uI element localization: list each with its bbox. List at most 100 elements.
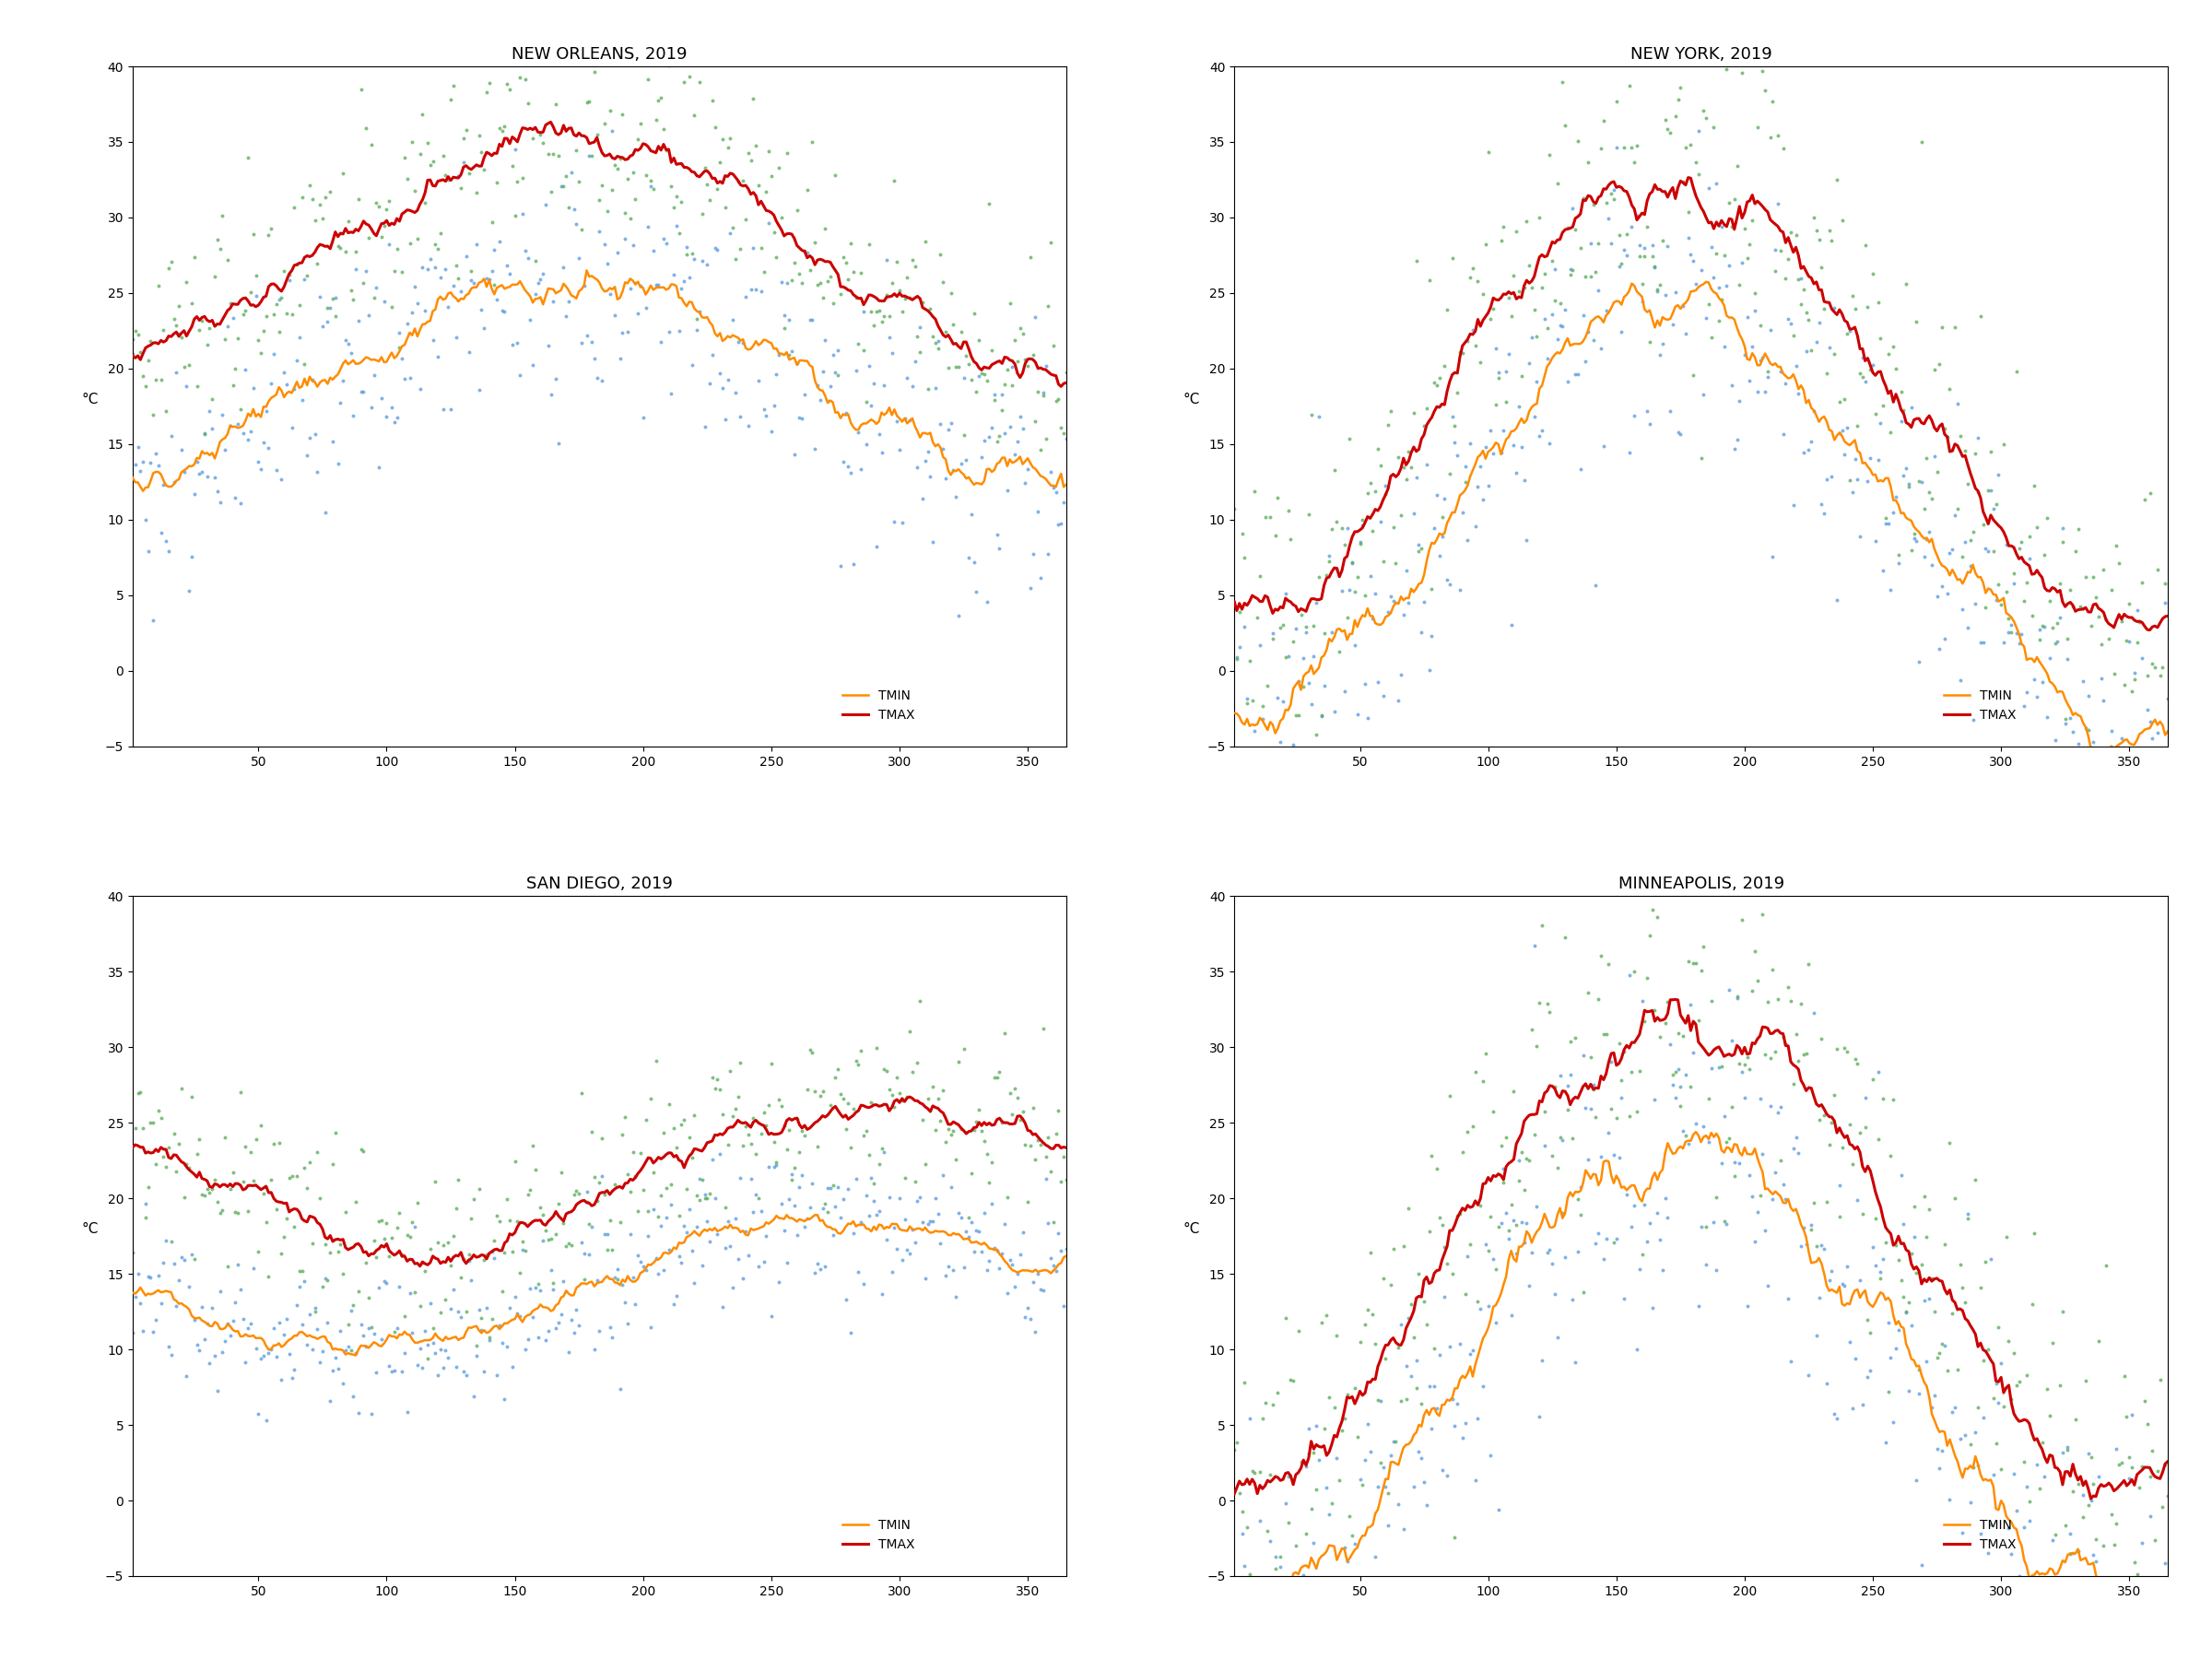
Point: [122, 1291, 157, 1317]
Point: [1522, 423, 1557, 450]
Point: [1471, 1238, 1506, 1264]
Point: [394, 1209, 429, 1236]
Point: [1577, 1103, 1613, 1130]
Point: [1621, 1256, 1657, 1282]
Point: [1759, 237, 1794, 264]
Point: [1688, 105, 1723, 131]
Point: [951, 544, 987, 571]
Point: [1947, 438, 1982, 465]
Point: [1975, 1385, 2011, 1412]
Point: [940, 1048, 975, 1075]
Point: [936, 1118, 971, 1145]
Point: [1334, 1566, 1369, 1593]
Point: [310, 1267, 345, 1294]
Point: [279, 347, 314, 373]
Point: [745, 1249, 781, 1276]
Point: [1555, 257, 1590, 284]
Point: [2075, 728, 2110, 755]
Point: [1310, 1302, 1345, 1329]
Point: [1916, 357, 1951, 383]
Point: [2121, 609, 2157, 635]
Point: [400, 1352, 436, 1379]
Point: [816, 342, 852, 368]
Point: [228, 297, 263, 324]
Point: [307, 1264, 343, 1291]
Point: [1743, 312, 1778, 338]
Point: [1502, 1146, 1537, 1173]
Point: [1506, 1229, 1542, 1256]
Point: [2143, 662, 2179, 688]
Point: [1250, 1518, 1285, 1545]
Point: [2006, 1448, 2042, 1475]
Point: [1812, 217, 1847, 244]
Point: [354, 131, 389, 158]
Point: [161, 1130, 197, 1156]
Point: [721, 1246, 757, 1272]
Point: [456, 43, 491, 70]
Point: [153, 1342, 188, 1369]
Point: [181, 1337, 217, 1364]
Point: [834, 231, 869, 257]
Point: [571, 143, 606, 169]
Point: [1573, 231, 1608, 257]
Point: [757, 392, 792, 418]
Point: [929, 466, 964, 493]
Point: [626, 32, 661, 58]
Point: [639, 1244, 675, 1271]
Point: [1217, 589, 1252, 615]
Point: [1462, 1296, 1498, 1322]
Point: [341, 186, 376, 212]
Point: [2124, 644, 2159, 670]
Point: [197, 465, 232, 491]
Point: [1455, 317, 1491, 343]
Point: [279, 251, 314, 277]
Point: [982, 536, 1018, 562]
Point: [201, 1279, 237, 1306]
Point: [712, 124, 748, 151]
Point: [279, 1292, 314, 1319]
Point: [1690, 1128, 1725, 1155]
Point: [319, 1120, 354, 1146]
Point: [630, 214, 666, 241]
Point: [1624, 270, 1659, 297]
Point: [1951, 1204, 1986, 1231]
Point: [2073, 1488, 2108, 1515]
Point: [1829, 1039, 1865, 1065]
Point: [358, 1244, 394, 1271]
Point: [1533, 430, 1568, 456]
Point: [821, 1175, 856, 1201]
Point: [1509, 1209, 1544, 1236]
Point: [1909, 1223, 1944, 1249]
Point: [2143, 765, 2179, 791]
Point: [615, 1264, 650, 1291]
Point: [403, 375, 438, 401]
Point: [1325, 514, 1360, 541]
Point: [1683, 257, 1719, 284]
Point: [336, 287, 372, 314]
Point: [2031, 703, 2066, 730]
Point: [1714, 372, 1750, 398]
Point: [2037, 727, 2073, 753]
Point: [699, 1067, 734, 1093]
Point: [1807, 499, 1843, 526]
Point: [916, 324, 951, 350]
Point: [1807, 1236, 1843, 1262]
Point: [1825, 1271, 1860, 1297]
Point: [1639, 277, 1674, 304]
Point: [739, 275, 774, 302]
Point: [2086, 1576, 2121, 1603]
Point: [157, 468, 192, 494]
Point: [852, 353, 887, 380]
Point: [1889, 270, 1924, 297]
Point: [449, 1299, 484, 1326]
Point: [314, 1357, 349, 1384]
Point: [891, 408, 927, 435]
Point: [2139, 1458, 2174, 1485]
Point: [577, 1165, 613, 1191]
Point: [518, 280, 553, 307]
Point: [1637, 254, 1672, 280]
Point: [887, 1206, 922, 1233]
Point: [1763, 358, 1798, 385]
Point: [1491, 284, 1526, 310]
Point: [787, 1214, 823, 1241]
